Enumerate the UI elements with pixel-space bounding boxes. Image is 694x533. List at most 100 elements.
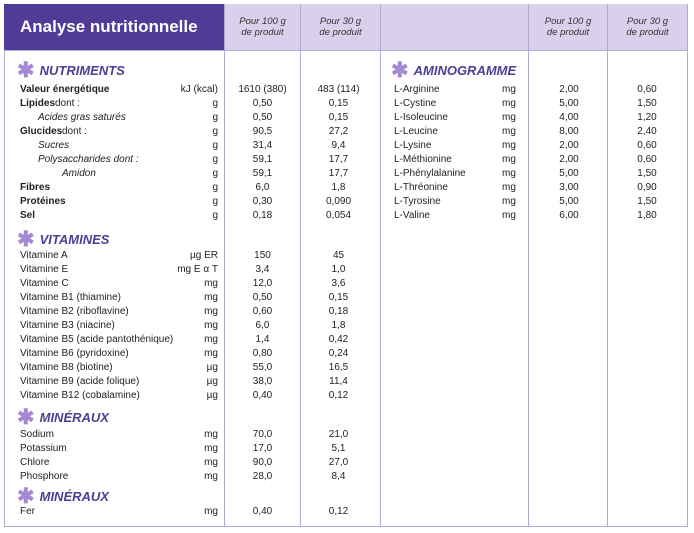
table-row: Vitamine B6 (pyridoxine) mg 0,80 0,24 [0,347,690,361]
value-per-30g: 3,6 [331,278,346,289]
table-row: Amidon g 59,1 17,7 [0,167,690,181]
header-blank [381,4,528,50]
table-row: L-Phénylalanine mg 5,00 1,50 [0,167,690,181]
row-label: Sodium [20,429,54,440]
value-per-100g: 0,60 [252,306,273,317]
row-label: Vitamine E [20,264,69,275]
table-row: Acides gras saturés g 0,50 0,15 [0,111,690,125]
row-unit: mg [502,182,516,193]
row-label: Acides gras saturés [38,112,126,123]
value-per-100g: 2,00 [559,84,579,95]
row-unit: mg [204,471,218,482]
header-col-30g: Pour 30 g de produit [301,4,380,50]
row-unit: mg [502,84,516,95]
row-unit: mg [204,278,218,289]
section-title: NUTRIMENTS [39,63,125,78]
row-label: Sucres [38,140,70,151]
table-row: Vitamine B8 (biotine) µg 55,0 16,5 [0,361,690,375]
row-unit: g [212,210,218,221]
row-label-suffix: dont : [55,98,81,109]
value-per-30g: 0,15 [328,292,349,303]
row-label: Vitamine C [20,278,69,289]
row-label: Valeur énergétique [20,84,110,95]
value-per-30g: 1,50 [637,168,657,179]
row-unit: mg [204,292,218,303]
row-label: L-Leucine [394,126,438,137]
row-unit: mg E α T [177,264,218,275]
row-unit: µg [206,390,218,401]
row-label: L-Tyrosine [394,196,441,207]
value-per-30g: 0,42 [328,334,349,345]
row-label: L-Phénylalanine [394,168,466,179]
table-row: Protéines g 0,30 0,090 [0,195,690,209]
star-icon: ✱ [17,485,35,508]
row-unit: mg [204,348,218,359]
value-per-30g: 0,60 [637,154,657,165]
value-per-30g: 0,12 [328,506,349,517]
row-label: Lipides [20,98,56,109]
row-unit: mg [204,457,218,468]
table-row: Vitamine B2 (riboflavine) mg 0,60 0,18 [0,305,690,319]
value-per-100g: 28,0 [252,471,273,482]
row-label: L-Thréonine [394,182,448,193]
section-title: MINÉRAUX [39,410,109,425]
value-per-100g: 5,00 [559,196,579,207]
table-row: Vitamine E mg E α T 3,4 1,0 [0,263,690,277]
row-unit: mg [204,506,218,517]
star-icon: ✱ [17,406,35,429]
table-row: Vitamine B1 (thiamine) mg 0,50 0,15 [0,291,690,305]
value-per-100g: 4,00 [559,112,579,123]
value-per-100g: 2,00 [559,140,579,151]
grid-line [4,4,5,526]
table-row: Fibres g 6,0 1,8 [0,181,690,195]
value-per-100g: 55,0 [252,362,273,373]
value-per-30g: 0,12 [328,390,349,401]
value-per-100g: 17,0 [252,443,273,454]
row-label: Glucides [20,126,63,137]
row-label: L-Valine [394,210,430,221]
table-row: Valeur énergétique kJ (kcal) 1610 (380) 483… [0,83,690,97]
table-row: Chlore mg 90,0 27,0 [0,456,690,470]
row-label: Protéines [20,196,66,207]
value-per-100g: 0,50 [252,112,273,123]
table-row: Sodium mg 70,0 21,0 [0,428,690,442]
row-label: Potassium [20,443,67,454]
section-title: MINÉRAUX [39,489,109,504]
value-per-100g: 0,40 [252,390,273,401]
grid-line [300,4,301,526]
row-unit: µg [206,376,218,387]
row-unit: mg [502,154,516,165]
value-per-30g: 16,5 [328,362,349,373]
row-label: Vitamine B12 (cobalamine) [20,390,140,401]
row-label: Vitamine B1 (thiamine) [20,292,121,303]
table-row: Glucides dont : g 90,5 27,2 [0,125,690,139]
table-row: L-Isoleucine mg 4,00 1,20 [0,111,690,125]
value-per-30g: 0,18 [328,306,349,317]
row-unit: g [212,182,218,193]
section-title: VITAMINES [39,232,110,247]
value-per-30g: 1,20 [637,112,657,123]
row-label: Amidon [62,168,96,179]
value-per-30g: 1,0 [331,264,346,275]
row-label: Vitamine B5 (acide pantothénique) [20,334,174,345]
value-per-30g: 27,2 [328,126,349,137]
table-row: Vitamine B9 (acide folique) µg 38,0 11,4 [0,375,690,389]
value-per-30g: 0,24 [328,348,349,359]
star-icon: ✱ [17,59,35,82]
row-unit: g [212,140,218,151]
value-per-30g: 483 (114) [317,84,360,95]
value-per-30g: 2,40 [637,126,657,137]
value-per-100g: 31,4 [252,140,273,151]
value-per-30g: 0,60 [637,84,657,95]
value-per-30g: 1,50 [637,98,657,109]
table-row: Vitamine B5 (acide pantothénique) mg 1,4 0,… [0,333,690,347]
table-row: L-Cystine mg 5,00 1,50 [0,97,690,111]
grid-line [687,4,688,526]
table-row: Lipides dont : g 0,50 0,15 [0,97,690,111]
table-row: Phosphore mg 28,0 8,4 [0,470,690,484]
row-label: L-Cystine [394,98,437,109]
value-per-30g: 17,7 [328,168,349,179]
value-per-100g: 1,4 [255,334,270,345]
value-per-30g: 11,4 [329,376,348,387]
row-unit: mg [502,210,516,221]
